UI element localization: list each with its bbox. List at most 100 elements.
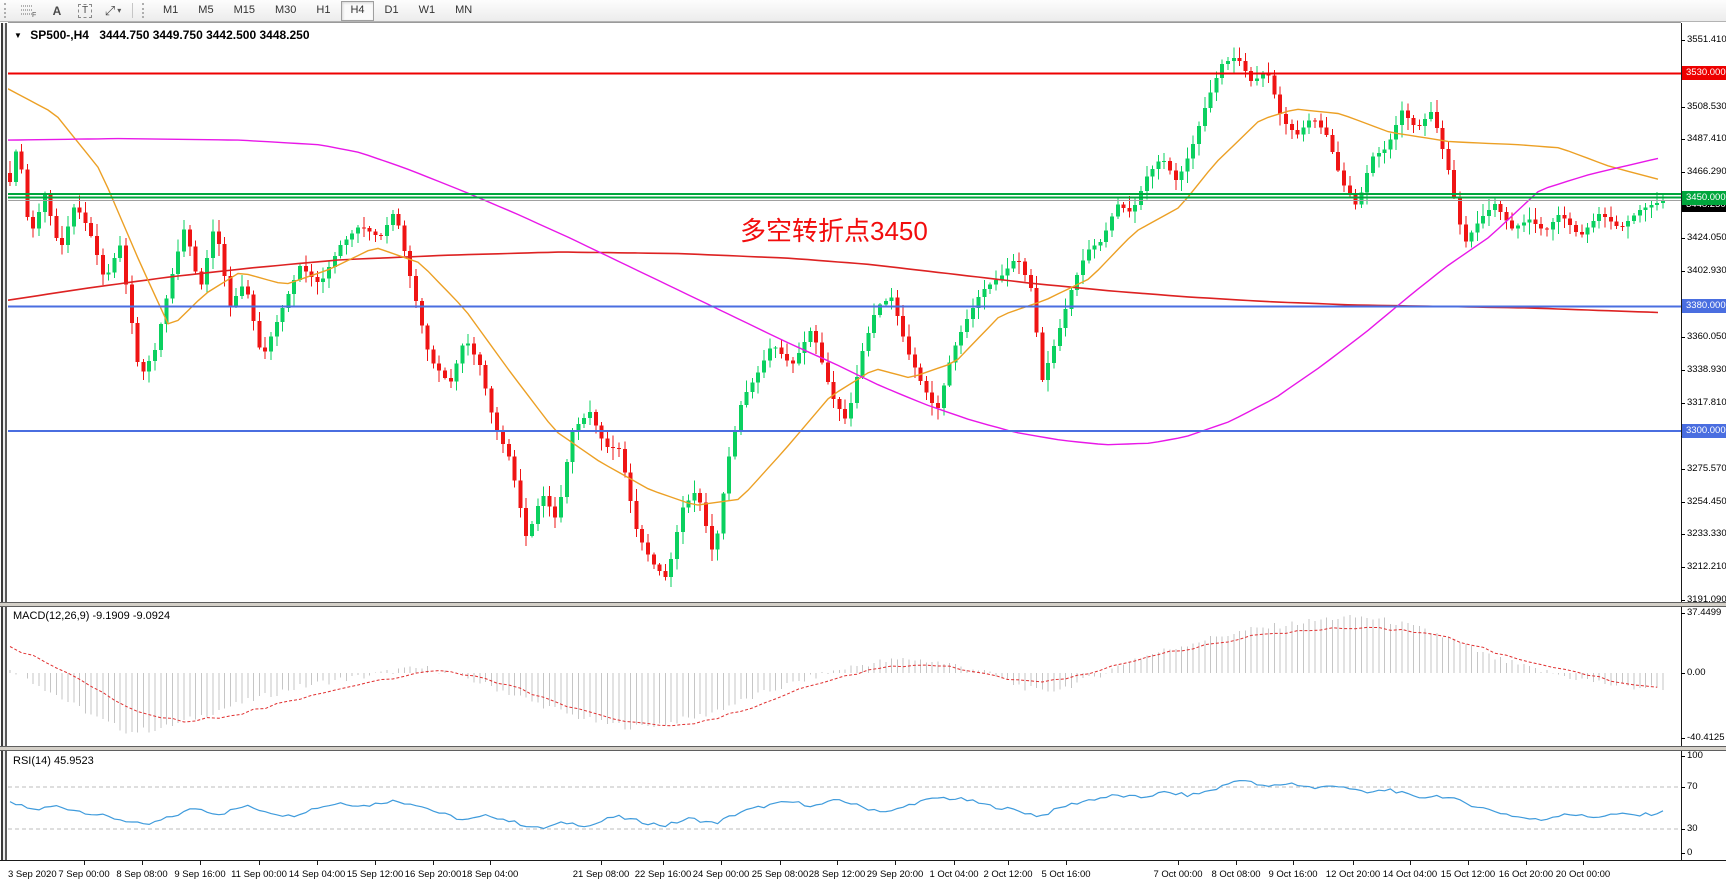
axis-tick-label: 3402.930	[1681, 264, 1726, 276]
time-axis-label: 1 Oct 04:00	[929, 869, 979, 880]
chart-symbol: SP500-,H4	[30, 28, 89, 42]
time-axis-label: 15 Oct 12:00	[1440, 869, 1496, 880]
time-axis-tick	[954, 861, 955, 865]
time-axis-label: 14 Sep 04:00	[288, 869, 346, 880]
rsi-line	[9, 779, 1664, 830]
time-axis-label: 8 Oct 08:00	[1211, 869, 1261, 880]
axis-tick-label: 3254.450	[1681, 495, 1726, 507]
time-axis-tick	[1468, 861, 1469, 865]
axis-tick-label: 3338.930	[1681, 364, 1726, 376]
ma-line	[8, 137, 1659, 446]
axis-tick-label: 3360.050	[1681, 331, 1726, 343]
macd-signal-line	[9, 626, 1658, 727]
candle-bodies	[8, 57, 1665, 577]
timeframe-h1-button[interactable]: H1	[316, 3, 331, 16]
axis-tick-label: 3487.410	[1681, 133, 1726, 145]
time-axis-label: 18 Sep 04:00	[461, 869, 519, 880]
collapse-triangle-icon[interactable]: ▼	[14, 31, 22, 40]
price-badge: 3380.000	[1682, 299, 1726, 314]
time-axis-tick	[200, 861, 201, 865]
axis-tick-label: 0	[1680, 847, 1693, 858]
toolbar-grip[interactable]	[4, 3, 10, 18]
time-axis-tick	[1066, 861, 1067, 865]
text-label-icon[interactable]: T	[73, 2, 97, 20]
time-axis-label: 20 Oct 00:00	[1555, 869, 1611, 880]
time-axis-label: 25 Sep 08:00	[751, 869, 809, 880]
toolbar: F A T ⤢ ▾ M1 M5 M15 M30 H1 H4 D1 W1 MN	[0, 0, 1726, 22]
time-axis-label: 16 Oct 20:00	[1498, 869, 1554, 880]
time-axis-tick	[1008, 861, 1009, 865]
timeframe-m5-button[interactable]: M5	[198, 3, 214, 16]
arrow-tools-icon[interactable]: ⤢ ▾	[104, 2, 122, 18]
axis-tick-label: 70	[1681, 781, 1698, 793]
time-axis-tick	[375, 861, 376, 865]
time-axis-tick	[837, 861, 838, 865]
time-axis-label: 8 Sep 08:00	[116, 869, 168, 880]
price-badge: 3530.000	[1682, 66, 1726, 81]
time-axis-label: 11 Sep 00:00	[231, 869, 287, 880]
timeframe-m15-button[interactable]: M15	[233, 3, 255, 16]
time-axis-label: 7 Oct 00:00	[1153, 869, 1203, 880]
time-axis-tick	[895, 861, 896, 865]
price-axis-line	[1681, 23, 1682, 860]
plot-top-border	[8, 22, 1681, 23]
axis-tick-label: 0.00	[1681, 667, 1706, 678]
axis-tick-label: 3191.090	[1681, 594, 1726, 606]
timeframe-mn-button[interactable]: MN	[455, 3, 473, 16]
toolbar-grip[interactable]	[142, 3, 148, 18]
axis-tick-label: 3212.210	[1681, 561, 1726, 573]
axis-tick-label: 30	[1681, 822, 1698, 834]
time-axis-label: 24 Sep 00:00	[692, 869, 750, 880]
chart-grid-f-icon[interactable]: F	[17, 2, 41, 20]
time-axis-label: 22 Sep 16:00	[634, 869, 692, 880]
macd-canvas[interactable]	[8, 607, 1681, 746]
time-axis-tick	[1410, 861, 1411, 865]
timeframe-h4-button[interactable]: H4	[341, 0, 374, 21]
axis-tick-label: 3317.810	[1681, 397, 1726, 409]
svg-text:F: F	[32, 12, 36, 18]
time-axis-tick	[780, 861, 781, 865]
macd-histogram	[9, 614, 1664, 734]
axis-tick-label: 3233.330	[1681, 528, 1726, 540]
axis-tick-label: 3508.530	[1681, 100, 1726, 112]
time-axis-tick	[142, 861, 143, 865]
time-axis-label: 21 Sep 08:00	[572, 869, 630, 880]
price-badge: 3300.000	[1682, 423, 1726, 438]
toolbar-separator	[132, 3, 133, 18]
chart-ohlc: 3444.750 3449.750 3442.500 3448.250	[99, 28, 310, 42]
timeframe-m1-button[interactable]: M1	[163, 3, 179, 16]
time-axis-tick	[1293, 861, 1294, 865]
time-axis-label: 5 Oct 16:00	[1041, 869, 1091, 880]
panel-splitter[interactable]	[0, 746, 1726, 751]
ma-line	[8, 88, 1659, 506]
candle-wicks	[9, 47, 1664, 588]
time-axis-tick	[317, 861, 318, 865]
axis-tick-label: 3424.050	[1681, 231, 1726, 243]
time-axis-tick	[1353, 861, 1354, 865]
axis-tick-label: 100	[1681, 750, 1703, 761]
timeframe-m30-button[interactable]: M30	[274, 3, 297, 16]
time-axis-label: 7 Sep 00:00	[58, 869, 110, 880]
price-badge: 3450.000	[1682, 190, 1726, 205]
time-axis-label: 3 Sep 2020	[8, 869, 57, 880]
timeframe-group: M1 M5 M15 M30 H1 H4 D1 W1 MN	[153, 0, 482, 21]
time-axis-label: 28 Sep 12:00	[808, 869, 866, 880]
time-axis-tick	[601, 861, 602, 865]
rsi-levels	[8, 786, 1681, 830]
font-a-icon[interactable]: A	[52, 3, 62, 18]
axis-tick-label: 3466.290	[1681, 166, 1726, 178]
time-axis-tick	[490, 861, 491, 865]
time-axis-tick	[1236, 861, 1237, 865]
main-chart-canvas[interactable]	[8, 23, 1681, 602]
chart-title: ▼ SP500-,H4 3444.750 3449.750 3442.500 3…	[14, 28, 310, 42]
panel-splitter[interactable]	[0, 602, 1726, 607]
timeframe-w1-button[interactable]: W1	[418, 3, 436, 16]
timeframe-d1-button[interactable]: D1	[384, 3, 399, 16]
macd-label: MACD(12,26,9) -9.1909 -9.0924	[13, 610, 171, 622]
time-axis-label: 2 Oct 12:00	[983, 869, 1033, 880]
time-axis[interactable]: 3 Sep 2020 7 Sep 00:00 8 Sep 08:00 9 Sep 16…	[0, 860, 1726, 889]
rsi-canvas[interactable]	[8, 751, 1681, 860]
chart-annotation-text[interactable]: 多空转折点3450	[740, 216, 928, 246]
chevron-down-icon: ▾	[117, 6, 122, 15]
axis-tick-label: 37.4499	[1680, 607, 1722, 618]
